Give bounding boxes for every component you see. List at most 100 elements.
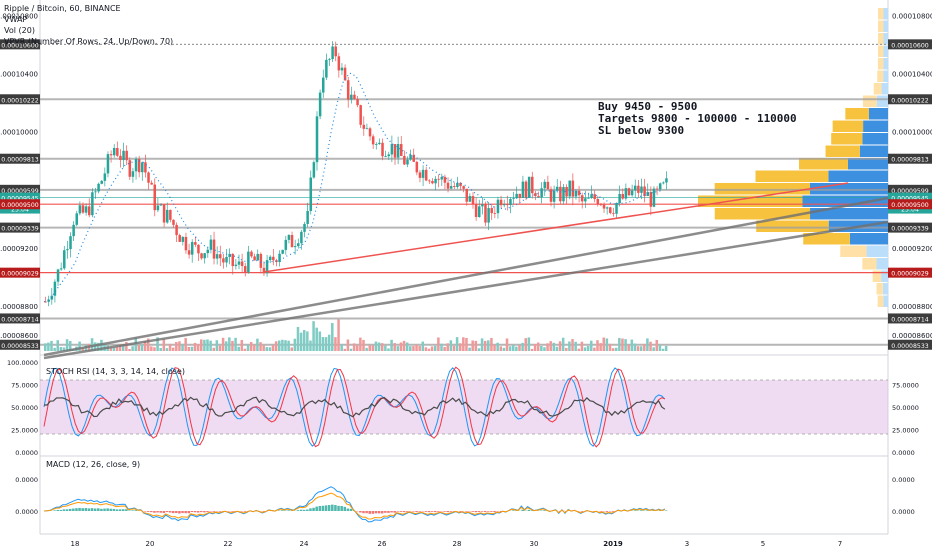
candle-body [490,208,493,214]
price-tag-left-label: 0.00008533 [1,343,38,350]
price-tag-right [888,94,932,105]
indicator-volume[interactable]: Vol (20) [4,26,35,35]
macd-histogram-bar [471,511,474,512]
volume-bar [443,346,446,351]
candle-body [521,181,525,198]
candle-body [471,196,475,204]
time-label: 3 [685,540,689,548]
volume-bar [471,340,474,351]
macd-histogram-bar [465,511,468,512]
candle-body [190,242,194,255]
candle-body [477,206,481,218]
candle-body [300,231,303,244]
macd-histogram-bar [393,511,396,513]
volume-bar [78,341,81,351]
candle-body [359,105,362,125]
candle-body [125,150,128,161]
volume-bar [508,346,512,351]
volume-bar [215,340,219,351]
volume-bar [168,343,172,351]
macd-histogram-bar [178,511,181,514]
price-tag-right [888,39,932,50]
macd-title[interactable]: MACD (12, 26, close, 9) [46,460,141,469]
candle-body [100,180,103,184]
macd-histogram-bar [175,511,178,514]
candle-body [362,124,366,129]
right-price-axis[interactable]: 0.00010800 0.00010400 0.00010000 0.00009200… [888,12,932,516]
candle-body [543,181,547,189]
candle-body [527,176,531,198]
volume-bar [646,338,649,351]
candle-body [546,181,550,190]
candle-body [150,182,153,185]
vpvr-row-up [878,20,884,32]
macd-histogram-bar [103,508,106,511]
volume-bar [462,337,465,351]
candle-body [552,190,556,202]
volume-bar [568,341,571,351]
candle-body [440,176,444,180]
candle-body [658,183,662,190]
candle-body [225,257,228,263]
candlesticks[interactable] [44,41,668,307]
candle-body [237,261,241,265]
candle-body [465,188,469,202]
horizontal-levels[interactable] [40,43,888,346]
price-tag-right-label: 0.00009500 [891,202,928,209]
candle-body [368,128,372,137]
macd-histogram-bar [387,511,390,513]
candle-body [593,194,596,200]
left-price-axis[interactable]: 0.00010800 0.00010400 0.00010000 0.00009200… [0,12,40,516]
price-tag-left [0,184,40,195]
candle-body [624,188,628,199]
volume-bar [621,338,624,351]
macd-pane[interactable] [43,486,668,523]
symbol-title[interactable]: Ripple / Bitcoin, 60, BINANCE [4,4,121,13]
volume-bar [421,341,425,351]
macd-histogram-bar [112,508,116,511]
volume-bar [200,339,203,351]
macd-histogram-bar [371,511,375,514]
price-tick-right: 0.00010800 [892,12,932,20]
volume-bar [627,344,630,351]
candle-body [175,224,178,236]
time-axis[interactable]: 18 20 22 24 26 28 30 2019 3 5 7 [71,540,843,548]
candle-body [162,204,166,223]
stoch-title[interactable]: STOCH RSI (14, 3, 3, 14, 14, close) [46,367,185,376]
price-tag-right-label: 0.00009813 [891,157,928,164]
volume-bar [611,348,615,351]
candle-body [524,181,528,198]
candle-body [487,208,490,223]
volume-bar [240,339,244,351]
macd-tick-left: 0.0000 [15,476,38,484]
volume-bar [97,342,100,351]
price-tick-right: 0.00010000 [892,129,932,137]
price-tag-left-label: 0.00009599 [1,188,38,195]
macd-histogram-bar [150,511,153,513]
vpvr-row-up [877,33,884,45]
vpvr-row-up [877,45,884,57]
candle-body [131,171,135,177]
trend-lines[interactable] [43,182,889,360]
volume-bar [115,346,119,351]
stoch-rsi-pane[interactable] [40,366,888,448]
macd-histogram-bar [59,509,63,511]
price-tag-left [0,192,40,203]
volume-bar [125,341,128,351]
macd-histogram-bar [611,511,615,512]
candle-body [555,186,559,191]
macd-histogram-bar [68,508,72,511]
vpvr-row-up [756,220,829,232]
trade-annotation[interactable]: Buy 9450 - 9500 Targets 9800 - 100000 - … [598,101,797,137]
volume-bar [502,347,506,351]
indicator-vwap[interactable]: VWAP [4,15,28,24]
volume-bar [62,347,66,351]
macd-histogram-bar [321,505,325,511]
time-label: 20 [146,540,155,548]
indicator-vpvr[interactable]: VPVR (Number Of Rows, 24, Up/Down, 70) [4,37,174,46]
volume-bar [118,344,122,351]
volume-bar [434,345,437,351]
volume-bar [465,338,468,351]
